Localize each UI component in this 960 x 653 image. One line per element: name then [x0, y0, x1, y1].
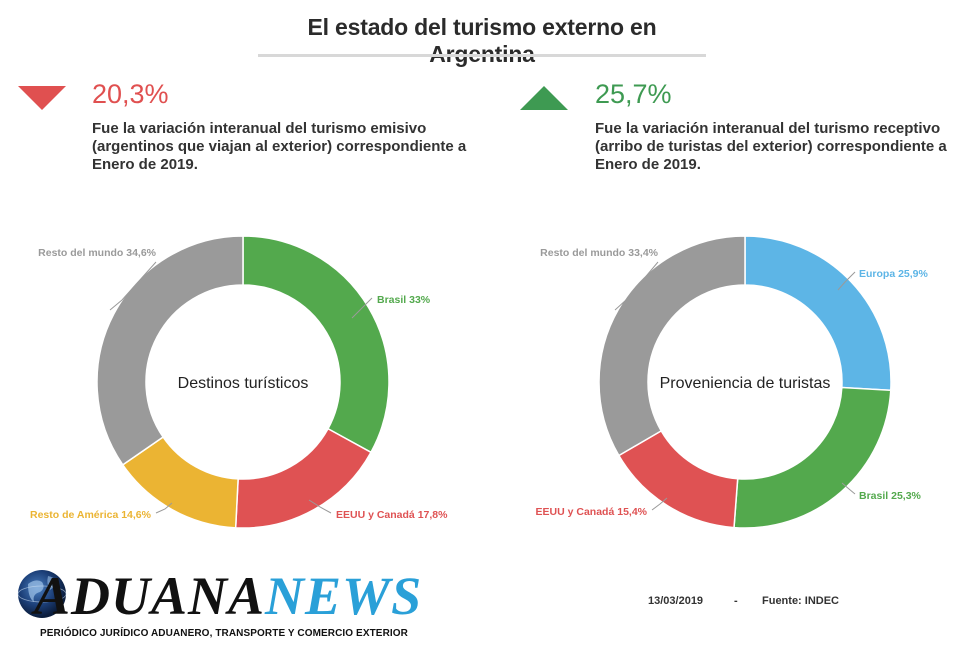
- aduana-news-logo: ADUANANEWS PERIÓDICO JURÍDICO ADUANERO, …: [14, 560, 454, 642]
- slice-label-eeuu-y-canada: EEUU y Canadá 17,8%: [336, 509, 448, 521]
- slice-leader-line: [841, 482, 856, 495]
- slice-label-resto-del-mundo: Resto del mundo 34,6%: [38, 247, 157, 259]
- title-underline: [258, 54, 706, 57]
- chart-center-title: Destinos turísticos: [178, 375, 309, 392]
- stat-receptivo-description: Fue la variación interanual del turismo …: [595, 120, 960, 174]
- globe-icon: [17, 570, 67, 618]
- slice-resto-del-mundo: [96, 235, 244, 466]
- slice-leader-line: [155, 502, 173, 514]
- stat-emisivo-description: Fue la variación interanual del turismo …: [92, 120, 472, 174]
- logo-word-news: NEWS: [265, 566, 423, 626]
- donut-chart-proveniencia: Europa 25,9% Brasil 25,3% EEUU y Canadá 15…: [536, 235, 929, 529]
- slice-leader-line: [109, 261, 157, 311]
- stat-receptivo-line-3: Enero de 2019.: [595, 156, 701, 173]
- footer-separator: -: [734, 595, 738, 607]
- stat-receptivo-value: 25,7%: [595, 79, 672, 109]
- stat-emisivo-value: 20,3%: [92, 79, 169, 109]
- slice-label-brasil: Brasil 33%: [377, 294, 431, 306]
- stat-emisivo-line-2: (argentinos que viajan al exterior) corr…: [92, 138, 467, 155]
- slice-label-europa: Europa 25,9%: [859, 268, 929, 280]
- slice-brasil: [733, 386, 892, 529]
- slice-label-resto-de-america: Resto de América 14,6%: [30, 509, 152, 521]
- stat-receptivo-line-1: Fue la variación interanual del turismo …: [595, 120, 941, 137]
- footer-date: 13/03/2019: [648, 595, 704, 607]
- chart-center-title: Proveniencia de turistas: [660, 375, 831, 392]
- logo-wordmark: ADUANANEWS: [34, 566, 422, 626]
- slice-label-brasil: Brasil 25,3%: [859, 490, 922, 502]
- increase-triangle-icon: [520, 86, 568, 110]
- logo-word-aduana: ADUANA: [34, 566, 266, 626]
- footer-source: Fuente: INDEC: [762, 595, 839, 607]
- slice-label-eeuu-y-canada: EEUU y Canadá 15,4%: [536, 506, 648, 518]
- slice-brasil: [242, 235, 390, 454]
- stat-emisivo-line-1: Fue la variación interanual del turismo …: [92, 120, 427, 137]
- slice-leader-line: [308, 499, 332, 514]
- slice-leader-line: [837, 271, 856, 291]
- stat-emisivo-line-3: Enero de 2019.: [92, 156, 198, 173]
- decrease-triangle-icon: [18, 86, 66, 110]
- donut-chart-destinos: Brasil 33% EEUU y Canadá 17,8% Resto de Am…: [30, 235, 448, 529]
- slice-leader-line: [614, 261, 659, 311]
- slice-leader-line: [651, 497, 668, 511]
- slice-label-resto-del-mundo: Resto del mundo 33,4%: [540, 247, 659, 259]
- slice-leader-line: [351, 297, 373, 319]
- logo-tagline: PERIÓDICO JURÍDICO ADUANERO, TRANSPORTE …: [40, 628, 408, 639]
- slice-resto-del-mundo: [598, 235, 746, 457]
- stat-receptivo-line-2: (arribo de turistas del exterior) corres…: [595, 138, 947, 155]
- slice-europa: [744, 235, 892, 392]
